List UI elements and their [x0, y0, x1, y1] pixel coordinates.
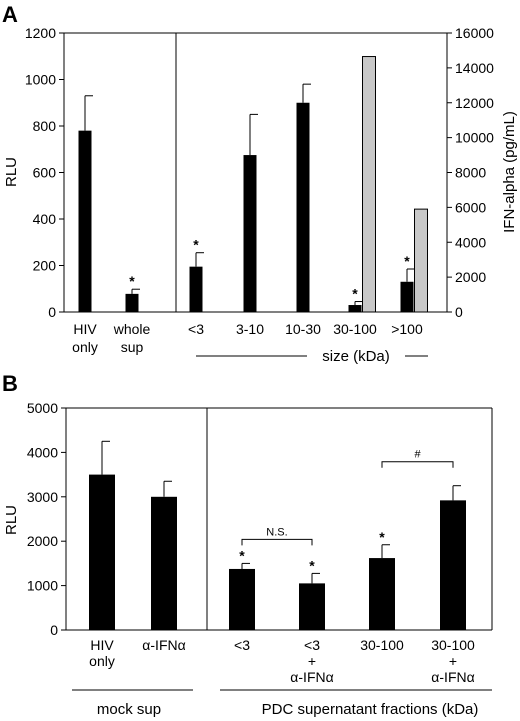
panel-a-rlu-bar: [296, 102, 310, 312]
panel-a-y-tick-label: 1200: [25, 25, 56, 41]
panel-b-rlu-bar: [369, 558, 395, 630]
panel-a-significance-star: *: [404, 253, 410, 269]
panel-b-comparison-bracket: [381, 461, 454, 468]
panel-b-category-label: α-IFNα: [431, 669, 474, 685]
panel-a-significance-star: *: [352, 286, 358, 302]
panel-b-y-tick-label: 4000: [27, 444, 58, 460]
panel-b-significance-star: *: [239, 547, 245, 563]
panel-b-category-label: +: [449, 653, 457, 669]
panel-b-rlu-bar: [440, 500, 466, 630]
panel-a-y2-tick-label: 0: [455, 304, 463, 320]
panel-a-rlu-bar: [78, 130, 92, 312]
panel-b-category-label: 30-100: [431, 637, 475, 653]
panel-a-y2-tick-label: 4000: [455, 234, 486, 250]
panel-b-significance-star: *: [309, 557, 315, 573]
panel-b-mock-sup-label: mock sup: [97, 701, 161, 718]
panel-b-category-label: HIV: [90, 637, 114, 653]
panel-b-category-label: <3: [234, 637, 250, 653]
panel-b-significance-star: *: [379, 529, 385, 545]
panel-a-significance-star: *: [193, 237, 199, 253]
panel-a-y-tick-label: 600: [33, 165, 57, 181]
panel-b-rlu-bar: [229, 568, 255, 630]
panel-a-y-tick-label: 0: [48, 304, 56, 320]
panel-a-significance-star: *: [129, 273, 135, 289]
panel-a-y2-tick-label: 8000: [455, 165, 486, 181]
panel-b-comparison-bracket: [241, 538, 313, 546]
panel-a-category-label: only: [72, 339, 98, 355]
panel-b-category-label: 30-100: [360, 637, 404, 653]
panel-b-category-label: +: [308, 653, 316, 669]
panel-b-category-label: only: [89, 653, 115, 669]
panel-a-y2-tick-label: 10000: [455, 130, 494, 146]
panel-b-category-label: <3: [304, 637, 320, 653]
panel-a-letter: A: [2, 2, 18, 27]
panel-a-category-label: >100: [391, 321, 423, 337]
panel-b-rlu-bar: [89, 474, 115, 630]
panel-b-comparison-label: #: [414, 449, 421, 461]
panel-a-y2-tick-label: 12000: [455, 95, 494, 111]
panel-a-y2-tick-label: 16000: [455, 25, 494, 41]
panel-a-y2-axis-title: IFN-alpha (pg/mL): [501, 111, 518, 233]
panel-a-y2-tick-label: 14000: [455, 60, 494, 76]
panel-a-category-label: whole: [113, 321, 151, 337]
panel-b-rlu-bar: [299, 583, 325, 630]
panel-a-y-tick-label: 800: [33, 118, 57, 134]
panel-b-y-tick-label: 5000: [27, 400, 58, 416]
panel-a-rlu-bar: [348, 305, 362, 312]
panel-b-letter: B: [2, 371, 18, 396]
panel-a-category-label: 10-30: [285, 321, 321, 337]
panel-b-y-tick-label: 3000: [27, 489, 58, 505]
panel-b-pdc-label: PDC supernatant fractions (kDa): [262, 701, 479, 718]
panel-a-y-tick-label: 200: [33, 258, 57, 274]
panel-b-plot-area: [65, 407, 493, 631]
panel-a-category-label: 3-10: [236, 321, 264, 337]
panel-a-category-label: <3: [188, 321, 204, 337]
panel-a-y-tick-label: 400: [33, 211, 57, 227]
panel-b-rlu-bar: [151, 496, 177, 630]
panel-a-ifn-bar: [362, 56, 376, 313]
panel-a-ifn-bar: [414, 208, 428, 313]
panel-a-category-label: sup: [121, 339, 144, 355]
panel-a-y2-tick-label: 2000: [455, 269, 486, 285]
panel-a-rlu-bar: [189, 266, 203, 312]
panel-b-y-tick-label: 0: [50, 622, 58, 638]
panel-b-comparison-label: N.S.: [266, 526, 287, 538]
panel-a-rlu-bar: [243, 155, 257, 312]
panel-a-rlu-bar: [400, 281, 414, 312]
panel-a-category-label: HIV: [73, 321, 97, 337]
panel-a-size-label: size (kDa): [322, 348, 390, 365]
panel-a-y-axis-title: RLU: [3, 157, 20, 187]
panel-a-y2-tick-label: 6000: [455, 199, 486, 215]
panel-b-y-tick-label: 1000: [27, 578, 58, 594]
panel-b-y-axis-title: RLU: [3, 505, 20, 535]
panel-b-category-label: α-IFNα: [142, 637, 185, 653]
panel-a-rlu-bar: [125, 293, 139, 312]
panel-b-y-tick-label: 2000: [27, 533, 58, 549]
panel-a-category-label: 30-100: [333, 321, 377, 337]
panel-b-category-label: α-IFNα: [290, 669, 333, 685]
panel-a-y-tick-label: 1000: [25, 72, 56, 88]
